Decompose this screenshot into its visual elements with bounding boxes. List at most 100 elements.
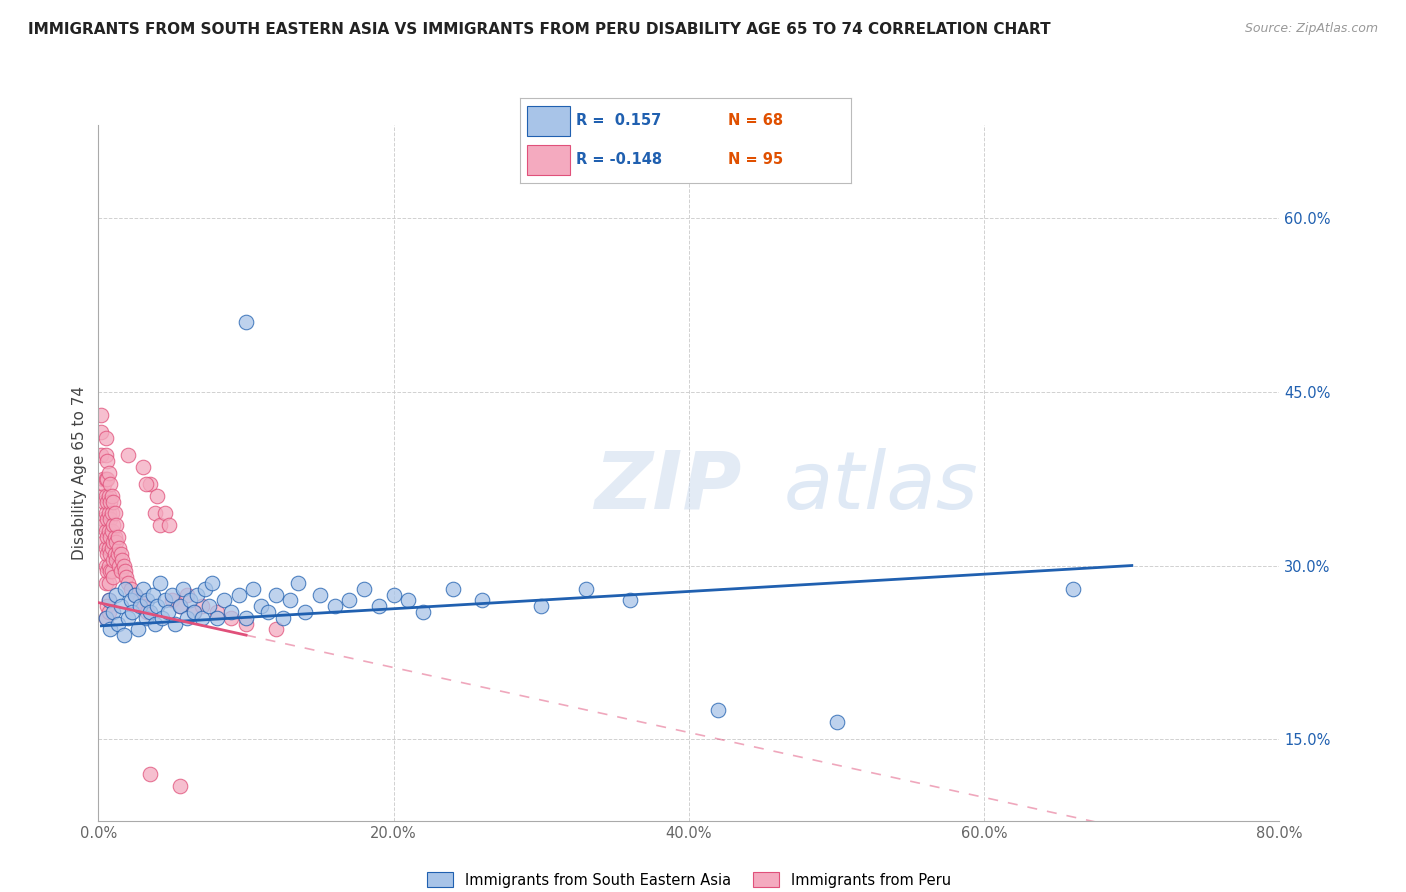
- Point: [97, 489, 120, 503]
- Point: [242, 582, 264, 596]
- Point: [619, 593, 641, 607]
- Point: [103, 494, 125, 508]
- Point: [97, 524, 120, 538]
- Point: [146, 599, 169, 614]
- Point: [110, 599, 132, 614]
- Point: [176, 588, 198, 602]
- Point: [153, 507, 176, 521]
- Point: [93, 494, 115, 508]
- Point: [94, 524, 117, 538]
- Text: N = 68: N = 68: [728, 113, 783, 128]
- Point: [139, 477, 162, 491]
- Point: [127, 623, 149, 637]
- Point: [105, 588, 128, 602]
- Point: [107, 530, 129, 544]
- Point: [103, 517, 125, 532]
- Point: [94, 472, 117, 486]
- Point: [96, 472, 118, 486]
- Point: [142, 588, 165, 602]
- Point: [98, 530, 121, 544]
- Point: [96, 547, 118, 561]
- Point: [132, 582, 155, 596]
- Point: [112, 558, 135, 573]
- Point: [143, 616, 166, 631]
- Point: [135, 477, 157, 491]
- Point: [98, 623, 121, 637]
- Point: [97, 466, 120, 480]
- Point: [103, 605, 125, 619]
- Point: [309, 588, 332, 602]
- Point: [132, 460, 155, 475]
- Point: [98, 565, 121, 579]
- Point: [120, 582, 142, 596]
- Point: [94, 541, 117, 555]
- Point: [172, 582, 194, 596]
- Point: [105, 535, 128, 549]
- Point: [94, 489, 117, 503]
- Point: [287, 576, 309, 591]
- Point: [121, 605, 143, 619]
- Point: [103, 535, 125, 549]
- Point: [150, 611, 173, 625]
- Point: [146, 489, 169, 503]
- Point: [90, 449, 112, 463]
- Text: R = -0.148: R = -0.148: [576, 153, 662, 168]
- Point: [278, 593, 302, 607]
- Point: [104, 507, 127, 521]
- Point: [136, 605, 159, 619]
- Point: [153, 593, 176, 607]
- Point: [382, 588, 405, 602]
- Point: [107, 547, 129, 561]
- Point: [93, 535, 115, 549]
- Point: [124, 588, 146, 602]
- Point: [100, 524, 122, 538]
- Point: [135, 611, 157, 625]
- Point: [111, 553, 134, 567]
- Point: [198, 599, 221, 614]
- Point: [97, 605, 120, 619]
- Point: [471, 593, 494, 607]
- Point: [194, 582, 217, 596]
- Point: [93, 517, 115, 532]
- Y-axis label: Disability Age 65 to 74: Disability Age 65 to 74: [72, 385, 87, 560]
- Text: R =  0.157: R = 0.157: [576, 113, 662, 128]
- Point: [205, 605, 228, 619]
- Point: [169, 779, 191, 793]
- Point: [115, 570, 138, 584]
- Point: [257, 605, 280, 619]
- Point: [98, 547, 121, 561]
- Point: [124, 588, 146, 602]
- Point: [105, 517, 128, 532]
- Point: [707, 703, 730, 717]
- Point: [94, 611, 117, 625]
- Point: [1062, 582, 1084, 596]
- Point: [97, 576, 120, 591]
- Point: [105, 553, 128, 567]
- Point: [264, 623, 287, 637]
- Point: [104, 530, 127, 544]
- Point: [93, 477, 115, 491]
- Point: [136, 593, 159, 607]
- FancyBboxPatch shape: [527, 106, 569, 136]
- Point: [94, 576, 117, 591]
- Point: [100, 565, 122, 579]
- Point: [100, 507, 122, 521]
- Point: [179, 593, 201, 607]
- Point: [162, 593, 183, 607]
- Point: [235, 616, 257, 631]
- Point: [183, 605, 205, 619]
- Point: [132, 599, 155, 614]
- Point: [112, 628, 135, 642]
- Point: [91, 472, 114, 486]
- Point: [139, 767, 162, 781]
- Point: [574, 582, 596, 596]
- Text: atlas: atlas: [783, 448, 979, 525]
- Point: [97, 507, 120, 521]
- Text: N = 95: N = 95: [728, 153, 783, 168]
- Point: [250, 599, 273, 614]
- Point: [91, 489, 114, 503]
- Point: [143, 507, 166, 521]
- Point: [169, 599, 191, 614]
- Point: [228, 588, 250, 602]
- Text: IMMIGRANTS FROM SOUTH EASTERN ASIA VS IMMIGRANTS FROM PERU DISABILITY AGE 65 TO : IMMIGRANTS FROM SOUTH EASTERN ASIA VS IM…: [28, 22, 1050, 37]
